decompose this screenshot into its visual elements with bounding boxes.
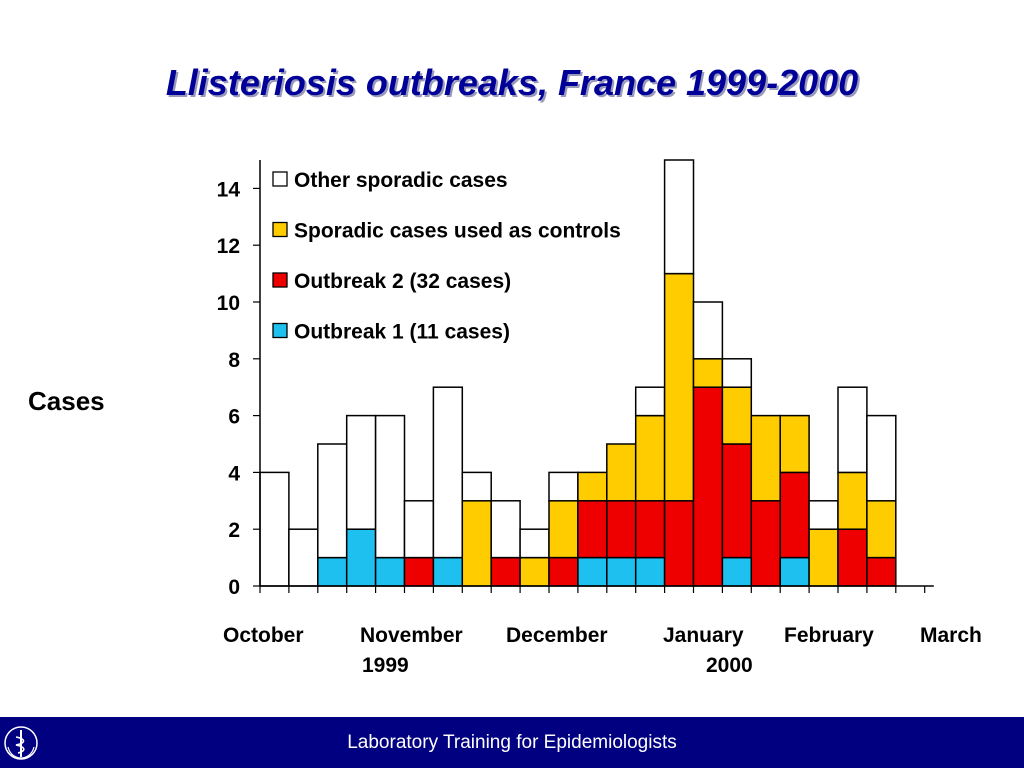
month-label: January — [663, 624, 744, 647]
month-label: March — [920, 624, 982, 647]
bar-segment — [721, 358, 753, 388]
bar-segment — [548, 500, 579, 559]
bar-segment — [750, 500, 781, 587]
y-tick-label: 10 — [217, 292, 240, 315]
month-label: December — [506, 624, 608, 647]
legend-swatch — [272, 272, 288, 288]
bar-segment — [808, 528, 839, 587]
bar-segment — [837, 471, 868, 530]
bar-segment — [403, 556, 435, 587]
y-tick-label: 12 — [217, 235, 240, 258]
month-label: February — [784, 624, 874, 647]
bar-segment — [490, 500, 521, 559]
bar-segment — [721, 386, 753, 445]
bar-segment — [606, 556, 637, 587]
bar-segment — [548, 556, 579, 587]
legend-label: Other sporadic cases — [294, 169, 508, 192]
month-label: October — [223, 624, 304, 647]
bar-segment — [374, 556, 406, 587]
bar-segment — [634, 556, 666, 587]
bar-segment — [779, 556, 810, 587]
footer-bar: Laboratory Training for Epidemiologists — [0, 717, 1024, 768]
bar-segment — [692, 358, 724, 388]
y-tick-label: 14 — [217, 178, 241, 201]
bar-segment — [432, 556, 464, 587]
bar-segment — [692, 386, 724, 587]
bar-segment — [345, 414, 377, 530]
legend-swatch — [272, 322, 288, 339]
bar-segment — [288, 528, 319, 587]
bar-segment — [663, 500, 695, 587]
bar-segment — [866, 556, 897, 587]
legend-label: Outbreak 2 (32 cases) — [294, 270, 511, 293]
y-axis-label: Cases — [28, 386, 105, 416]
bar-segment — [663, 272, 695, 502]
bar-segment — [317, 443, 348, 559]
bar-segment — [634, 500, 666, 559]
bar-segment — [721, 556, 753, 587]
y-tick-label: 8 — [228, 349, 240, 372]
legend-label: Outbreak 1 (11 cases) — [294, 321, 510, 344]
bar-segment — [577, 556, 608, 587]
y-tick-label: 6 — [228, 406, 240, 429]
bar-segment — [461, 500, 492, 587]
bar-segment — [548, 471, 579, 502]
bar-segment — [345, 528, 377, 587]
legend-label: Sporadic cases used as controls — [294, 220, 621, 243]
legend-swatch — [272, 171, 288, 187]
bar-segment — [808, 500, 839, 530]
bar-segment — [432, 386, 464, 559]
y-tick-label: 0 — [228, 576, 240, 599]
bar-segment — [721, 443, 753, 559]
slide-title: Llisteriosis outbreaks, France 1999-2000 — [165, 62, 859, 103]
bar-segment — [259, 471, 290, 587]
bar-segment — [490, 556, 521, 587]
bar-segment — [692, 301, 724, 360]
bar-segment — [403, 500, 435, 559]
bar-segment — [317, 556, 348, 587]
bar-segment — [519, 556, 550, 587]
bar-segment — [837, 528, 868, 587]
bar-segment — [634, 414, 666, 502]
year-label: 2000 — [706, 654, 753, 677]
bar-segment — [866, 500, 897, 559]
stacked-bar-chart: 0 2 4 6 8 10 12 14 Other sporadic cases Sporadic … — [217, 159, 934, 599]
bar-segment — [634, 386, 666, 417]
legend-swatch — [272, 221, 288, 238]
bar-segment — [606, 500, 637, 559]
bar-segment — [577, 471, 608, 502]
footer-text: Laboratory Training for Epidemiologists — [347, 732, 677, 753]
bar-segment — [461, 471, 492, 502]
year-label: 1999 — [362, 654, 409, 677]
bar-segment — [663, 159, 695, 275]
bar-segment — [606, 443, 637, 502]
bar-segment — [837, 386, 868, 474]
bar-segment — [779, 414, 810, 474]
bar-segment — [779, 471, 810, 559]
bar-segment — [866, 414, 897, 502]
bar-segment — [577, 500, 608, 559]
bar-segment — [519, 528, 550, 559]
y-tick-label: 4 — [228, 462, 240, 485]
y-tick-label: 2 — [228, 519, 240, 542]
bar-segment — [374, 414, 406, 559]
month-label: November — [360, 624, 463, 647]
who-emblem-icon — [4, 726, 38, 760]
bar-segment — [750, 414, 781, 502]
